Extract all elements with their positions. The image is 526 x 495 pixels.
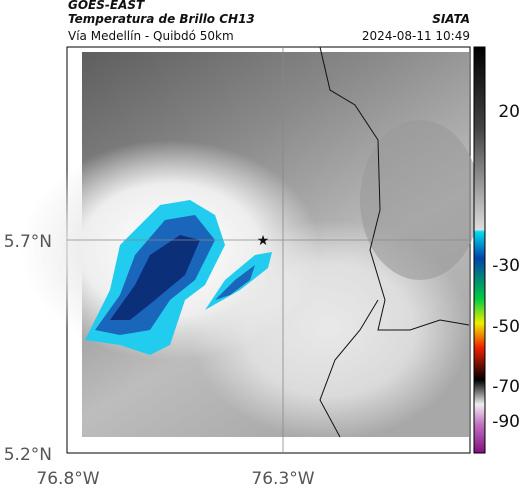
imagery: ★: [20, 46, 480, 453]
brand: SIATA: [432, 12, 470, 26]
colorbar: [473, 46, 486, 454]
lat-label: 5.2°N: [4, 445, 52, 465]
lon-label: 76.3°W: [251, 469, 314, 489]
subtitle: Vía Medellín - Quibdó 50km: [68, 29, 234, 43]
colorbar-tick-label: -50: [492, 317, 520, 337]
title: Temperatura de Brillo CH13: [68, 12, 255, 26]
lon-label: 76.8°W: [36, 469, 99, 489]
colorbar-tick-label: -70: [492, 377, 520, 397]
lat-label: 5.7°N: [4, 232, 52, 252]
source: GOES-EAST: [68, 0, 145, 12]
colorbar-tick-label: -30: [492, 256, 520, 276]
svg-text:★: ★: [257, 233, 270, 249]
colorbar-tick-label: -90: [492, 412, 520, 432]
colorbar-tick-label: 20: [498, 102, 520, 122]
timestamp: 2024-08-11 10:49: [362, 29, 470, 43]
